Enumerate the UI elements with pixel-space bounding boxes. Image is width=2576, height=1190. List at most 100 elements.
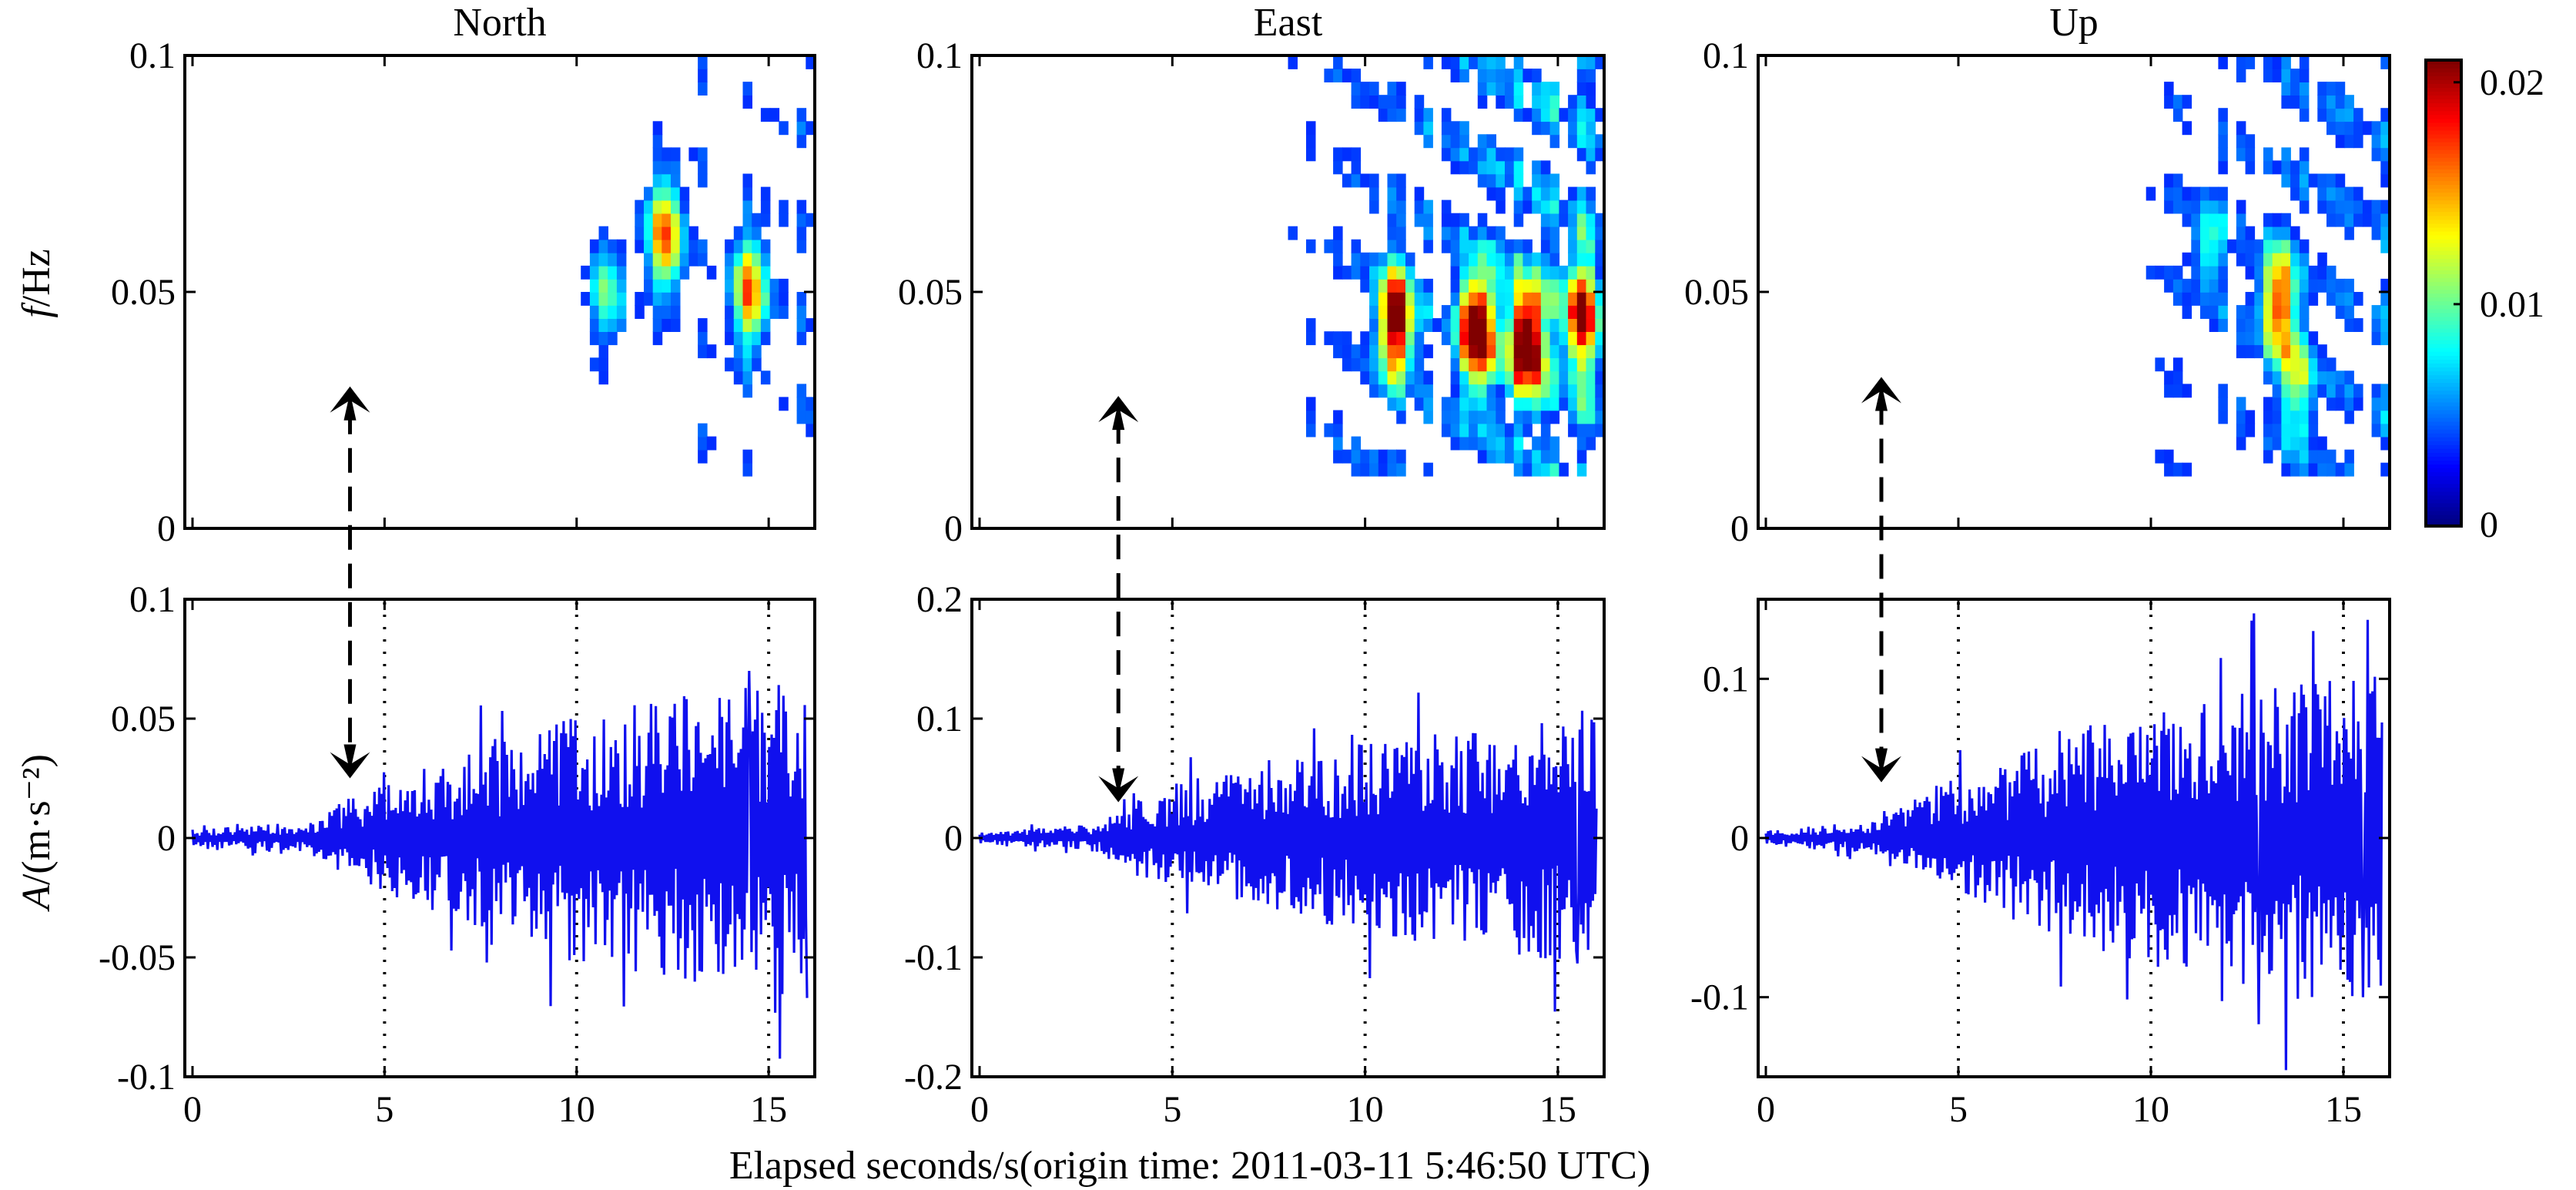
spectrogram-cell	[2218, 410, 2228, 424]
spectrogram-cell	[608, 331, 618, 346]
spectrogram-cell	[2380, 199, 2390, 214]
spectrogram-cell	[760, 292, 771, 306]
spectrogram-cell	[598, 252, 608, 266]
spectrogram-cell	[1423, 278, 1433, 293]
spectrogram-cell	[1477, 252, 1488, 266]
spectrogram-cell	[1450, 55, 1461, 69]
spectrogram-cell	[2182, 384, 2192, 398]
spectrogram-cell	[1568, 108, 1578, 122]
spectrogram-cell	[725, 292, 735, 306]
spectrogram-cell	[1568, 239, 1578, 253]
spectrogram-cell	[796, 226, 807, 240]
spectrogram-cell	[2182, 199, 2192, 214]
spectrogram-cell	[2299, 108, 2310, 122]
spectrogram-cell	[2281, 265, 2291, 280]
spectrogram-cell	[1559, 278, 1569, 293]
spectrogram-cell	[1486, 305, 1496, 319]
spectrogram-cell	[2245, 410, 2256, 424]
spectrogram-cell	[1549, 121, 1560, 136]
spectrogram-cell	[1459, 318, 1469, 332]
spectrogram-cell	[2209, 186, 2219, 201]
spectrogram-cell	[2299, 239, 2310, 253]
spectrogram-cell	[1324, 331, 1334, 346]
spectrogram-cell	[1423, 213, 1433, 227]
spectrogram-cell	[1486, 436, 1496, 451]
spectrogram-cell	[2281, 252, 2291, 266]
spectrogram-cell	[1405, 265, 1415, 280]
spectrogram-cell	[752, 344, 762, 359]
spectrogram-cell	[733, 331, 744, 346]
spectrogram-cell	[2344, 199, 2354, 214]
spectrogram-cell	[589, 239, 600, 253]
spectrogram-cell	[2245, 331, 2256, 346]
spectrogram-cell	[2335, 134, 2346, 149]
spectrogram-cell	[2263, 449, 2273, 464]
spectrogram-cell	[2245, 55, 2256, 69]
spectrogram-cell	[1469, 436, 1479, 451]
spectrogram-cell	[1450, 226, 1461, 240]
spectrogram-cell	[1559, 384, 1569, 398]
spectrogram-cell	[1441, 305, 1452, 319]
spectrogram-cell	[1496, 69, 1506, 82]
spectrogram-cell	[2326, 82, 2336, 96]
spectrogram-cell	[742, 357, 752, 372]
spectrogram-cell	[1540, 239, 1551, 253]
spectrogram-cell	[2335, 292, 2346, 306]
spectrogram-cell	[760, 252, 771, 266]
arrival-arrowhead-core	[1875, 383, 1888, 411]
spectrogram-cell	[779, 121, 789, 136]
x-tick-label: 5	[1163, 1089, 1181, 1130]
spectrogram-cell	[725, 265, 735, 280]
spectrogram-cell	[2218, 292, 2228, 306]
spectrogram-cell	[1441, 213, 1452, 227]
spectrogram-cell	[2236, 318, 2246, 332]
spectrogram-cell	[1477, 55, 1488, 69]
spectrogram-cell	[2281, 331, 2291, 346]
spectrogram-cell	[2308, 173, 2319, 188]
spectrogram-cell	[1586, 344, 1596, 359]
colorbar-band	[2426, 234, 2461, 240]
spectrogram-cell	[2353, 121, 2363, 136]
spectrogram-cell	[2299, 397, 2310, 411]
spectrogram-cell	[1469, 344, 1479, 359]
spectrogram-cell	[1306, 318, 1316, 332]
spectrogram-cell	[1369, 95, 1379, 109]
colorbar-tick-label: 0.02	[2480, 62, 2544, 103]
spectrogram-cell	[1387, 344, 1397, 359]
spectrogram-cell	[1450, 147, 1461, 162]
spectrogram-cell	[2290, 186, 2300, 201]
spectrogram-cell	[1505, 278, 1515, 293]
spectrogram-cell	[1549, 344, 1560, 359]
spectrogram-cell	[1522, 462, 1533, 477]
spectrogram-cell	[1586, 423, 1596, 437]
spectrogram-cell	[1486, 226, 1496, 240]
spectrogram-cell	[1522, 344, 1533, 359]
spectrogram-cell	[760, 318, 771, 332]
spectrogram-cell	[2380, 331, 2390, 346]
spectrogram-cell	[1568, 134, 1578, 149]
spectrogram-cell	[1459, 55, 1469, 69]
colorbar-band	[2426, 289, 2461, 294]
spectrogram-cell	[2299, 305, 2310, 319]
spectrogram-cell	[2308, 370, 2319, 385]
spectrogram-cell	[2218, 252, 2228, 266]
y-title-unit: /Hz	[15, 249, 59, 307]
spectrogram-cell	[1576, 397, 1587, 411]
spectrogram-cell	[635, 239, 645, 253]
spectrogram-cell	[1351, 147, 1362, 162]
colorbar-band	[2426, 468, 2461, 473]
spectrogram-cell	[1568, 318, 1578, 332]
colorbar-band	[2426, 238, 2461, 243]
spectrogram-cell	[2236, 344, 2246, 359]
spectrogram-cell	[1351, 462, 1362, 477]
spectrogram-cell	[1387, 318, 1397, 332]
spectrogram-cell	[796, 134, 807, 149]
spectrogram-cell	[1369, 305, 1379, 319]
spectrogram-cell	[1513, 344, 1524, 359]
spectrogram-cell	[589, 305, 600, 319]
colorbar-band	[2426, 491, 2461, 496]
spectrogram-cell	[679, 199, 690, 214]
spectrogram-cell	[2290, 384, 2300, 398]
spectrogram-cell	[1568, 423, 1578, 437]
spectrogram-cell	[2272, 213, 2283, 227]
